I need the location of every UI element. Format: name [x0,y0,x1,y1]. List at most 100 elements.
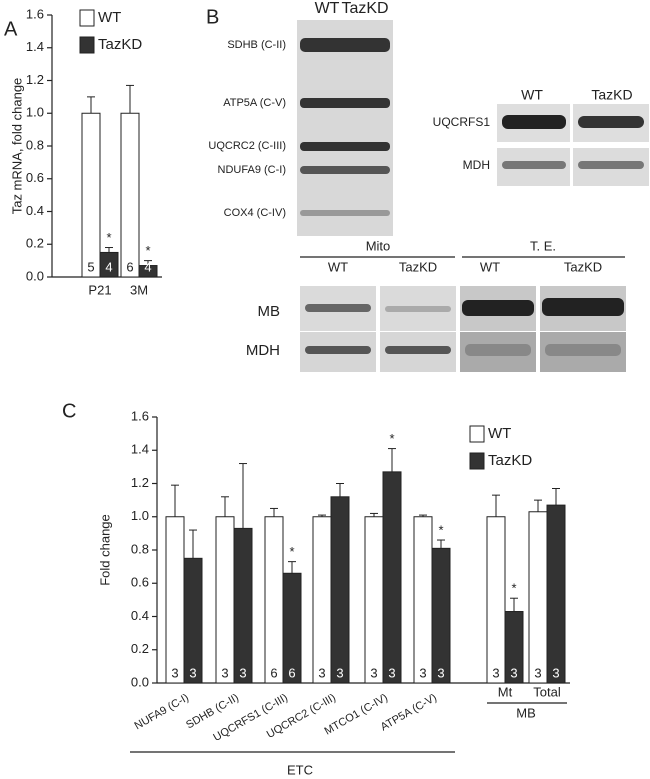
significance-marker: * [289,544,294,559]
n-label: 3 [437,665,444,680]
y-tick-label: 1.0 [131,508,149,523]
x-tick-label: P21 [88,282,111,297]
significance-marker: * [511,581,516,596]
blot-label: TazKD [399,259,437,274]
n-label: 3 [171,665,178,680]
n-label: 3 [189,665,196,680]
x-tick-label: 3M [130,282,148,297]
blot-right [497,104,649,186]
blot-label: TazKD [591,87,632,103]
bar [486,516,506,684]
bar [99,251,119,278]
y-tick-label: 1.4 [26,39,44,54]
n-label: 3 [510,665,517,680]
bar [528,511,548,684]
n-label: 5 [87,259,94,274]
blot-label: UQCRFS1 [433,115,491,129]
y-tick-label: 0.2 [131,641,149,656]
bar [504,611,524,684]
x-tick-label: ATP5A (C-V) [379,692,439,734]
n-label: 3 [318,665,325,680]
blot-label: UQCRC2 (C-III) [208,140,286,152]
significance-marker: * [145,243,150,258]
panel-letter: A [4,18,18,40]
n-label: 3 [492,665,499,680]
blot-label: TazKD [341,0,388,17]
blot-bottom [300,256,626,372]
n-label: 3 [221,665,228,680]
legend-swatch [79,36,95,54]
y-tick-label: 1.4 [131,442,149,457]
legend-swatch [469,452,485,470]
blot-label: WT [521,87,543,103]
y-tick-label: 0.6 [131,575,149,590]
n-label: 4 [105,259,112,274]
y-tick-label: 0.6 [26,170,44,185]
legend-swatch [469,425,485,443]
bar [382,471,402,684]
panel-letter: C [62,400,76,422]
bar [233,527,253,684]
bar [546,504,566,684]
n-label: 6 [270,665,277,680]
legend-label: TazKD [98,36,142,53]
y-axis-label: Taz mRNA, fold change [9,78,24,215]
significance-marker: * [389,431,394,446]
blot-label: WT [480,259,500,274]
blot-label: T. E. [530,238,556,253]
n-label: 3 [552,665,559,680]
x-tick-label: NUFA9 (C-I) [133,692,191,733]
significance-marker: * [438,522,443,537]
blot-label: MB [258,303,281,320]
y-tick-label: 1.2 [26,72,44,87]
y-tick-label: 1.6 [131,408,149,423]
y-tick-label: 0.0 [131,674,149,689]
blot-label: NDUFA9 (C-I) [218,164,286,176]
y-tick-label: 0.2 [26,236,44,251]
blot-label: WT [328,259,348,274]
n-label: 3 [419,665,426,680]
bar [431,547,451,684]
bar [282,572,302,684]
y-tick-label: 0.0 [26,268,44,283]
legend-label: WT [98,9,121,26]
significance-marker: * [106,230,111,245]
blot-label: WT [315,0,340,17]
bar [138,265,158,278]
panel-letter: B [206,6,219,28]
n-label: 3 [239,665,246,680]
blot-label: MDH [463,158,490,172]
bar [330,496,350,684]
y-tick-label: 1.2 [131,475,149,490]
legend-label: TazKD [488,452,532,469]
blot-label: Mito [366,238,391,253]
bar [81,112,101,278]
bar [183,557,203,684]
x-tick-label: Mt [498,684,513,699]
y-tick-label: 1.0 [26,105,44,120]
bar [413,516,433,684]
blot-label: SDHB (C-II) [227,39,286,51]
blot-main [297,20,393,236]
blot-label: TazKD [564,259,602,274]
y-tick-label: 1.6 [26,6,44,21]
group-label: ETC [287,762,313,777]
n-label: 3 [388,665,395,680]
legend-swatch [79,9,95,27]
bar [264,516,284,684]
n-label: 3 [370,665,377,680]
n-label: 3 [534,665,541,680]
y-axis-label: Fold change [97,514,112,586]
bar [215,516,235,684]
group-label: MB [516,705,536,720]
bar [312,516,332,684]
bar [364,516,384,684]
n-label: 4 [144,259,151,274]
blot-label: COX4 (C-IV) [224,207,286,219]
y-tick-label: 0.8 [131,541,149,556]
y-tick-label: 0.8 [26,137,44,152]
bar [120,112,140,278]
n-label: 6 [288,665,295,680]
y-tick-label: 0.4 [131,608,149,623]
